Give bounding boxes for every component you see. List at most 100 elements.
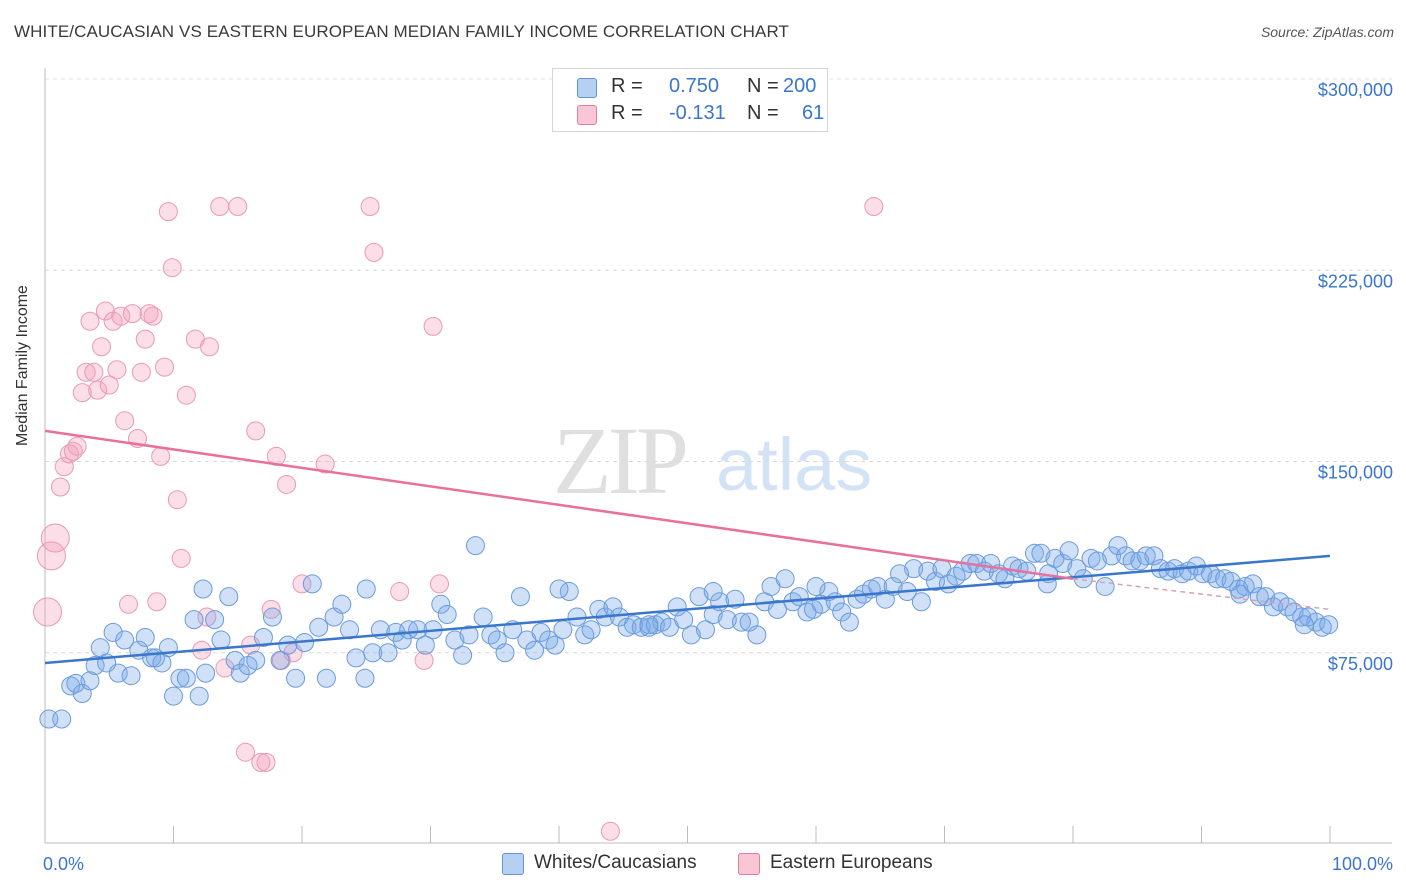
whites-point <box>1243 574 1263 594</box>
whites-point <box>731 612 751 632</box>
eastern-point <box>155 357 175 377</box>
whites-point <box>1102 546 1122 566</box>
whites-point <box>230 663 250 683</box>
eastern-point <box>72 383 92 403</box>
whites-point <box>246 650 266 670</box>
whites-point <box>553 620 573 640</box>
whites-point <box>415 635 435 655</box>
eastern-point <box>600 821 620 841</box>
whites-point <box>703 582 723 602</box>
whites-point <box>549 579 569 599</box>
whites-point <box>495 643 515 663</box>
x-tick-labels: 0.0% 100.0% <box>43 854 1393 874</box>
whites-point <box>170 668 190 688</box>
whites-point <box>278 635 298 655</box>
whites-point <box>103 622 123 642</box>
chart-title: WHITE/CAUCASIAN VS EASTERN EUROPEAN MEDI… <box>14 22 790 41</box>
eastern-point <box>119 594 139 614</box>
whites-point <box>689 587 709 607</box>
eastern-point <box>364 242 384 262</box>
watermark-atlas: atlas <box>716 423 872 506</box>
eastern-point <box>199 337 219 357</box>
eastern-point <box>147 592 167 612</box>
eastern-point <box>390 582 410 602</box>
eastern-point <box>158 202 178 222</box>
eastern-point <box>167 490 187 510</box>
eastern-point <box>131 362 151 382</box>
whites-point <box>225 650 245 670</box>
watermark: ZIP atlas <box>553 407 872 514</box>
whites-point <box>946 566 966 586</box>
eastern-point <box>92 337 112 357</box>
eastern-point <box>171 548 191 568</box>
whites-point <box>355 668 375 688</box>
eastern-point <box>256 752 276 772</box>
whites-point <box>309 617 329 637</box>
whites-point <box>589 599 609 619</box>
whites-point <box>61 676 81 696</box>
eastern-point <box>122 304 142 324</box>
whites-point <box>262 607 282 627</box>
whites-point <box>408 620 428 640</box>
whites-point <box>211 630 231 650</box>
whites-point <box>1136 546 1156 566</box>
whites-point <box>1278 597 1298 617</box>
whites-point <box>1116 546 1136 566</box>
whites-point <box>363 643 383 663</box>
eastern-point <box>246 421 266 441</box>
whites-point <box>332 594 352 614</box>
whites-point <box>767 599 787 619</box>
eastern-point <box>54 457 74 477</box>
eastern-point <box>315 454 335 474</box>
legend-label-eastern: Eastern Europeans <box>770 852 933 873</box>
eastern-point <box>864 197 884 216</box>
whites-point <box>806 576 826 596</box>
y-tick-label: $300,000 <box>1318 80 1393 100</box>
whites-point <box>219 587 239 607</box>
whites-point <box>1144 546 1164 566</box>
eastern-point <box>360 197 380 216</box>
eastern-point <box>228 197 248 216</box>
whites-point <box>465 536 485 556</box>
eastern-point <box>95 301 115 321</box>
whites-point <box>459 625 479 645</box>
whites-point <box>1130 551 1150 571</box>
whites-point <box>681 625 701 645</box>
axes <box>44 68 1392 844</box>
whites-point <box>1193 564 1213 584</box>
whites-point <box>1207 569 1227 589</box>
whites-point <box>703 605 723 624</box>
whites-point <box>176 668 196 688</box>
whites-point <box>1263 597 1283 617</box>
whites-point <box>575 625 595 645</box>
whites-point <box>1230 584 1250 604</box>
eastern-point <box>115 411 135 431</box>
whites-point <box>85 656 105 675</box>
trend-lines <box>44 429 1331 665</box>
whites-point <box>193 579 213 599</box>
eastern-trend-extension <box>1072 578 1331 611</box>
whites-point <box>164 686 183 706</box>
eastern-point <box>40 523 70 553</box>
eastern-point <box>36 541 66 571</box>
eastern-point <box>63 441 83 461</box>
whites-point <box>302 574 322 594</box>
eastern-point <box>251 752 271 772</box>
eastern-point <box>88 380 108 400</box>
legend-n-value: 200 <box>783 75 817 97</box>
whites-point <box>189 686 209 706</box>
whites-point <box>1319 615 1339 635</box>
eastern-point <box>111 306 131 326</box>
whites-trend-line <box>44 554 1331 665</box>
whites-point <box>473 607 493 627</box>
whites-point <box>1294 615 1314 635</box>
whites-point <box>437 605 457 624</box>
whites-point <box>539 630 559 650</box>
whites-point <box>747 625 767 645</box>
whites-point <box>135 627 155 647</box>
watermark-zip: ZIP <box>553 407 686 514</box>
eastern-point <box>67 436 87 456</box>
eastern-point <box>107 360 127 380</box>
whites-point <box>918 561 938 581</box>
y-tick-label: $225,000 <box>1318 271 1393 291</box>
